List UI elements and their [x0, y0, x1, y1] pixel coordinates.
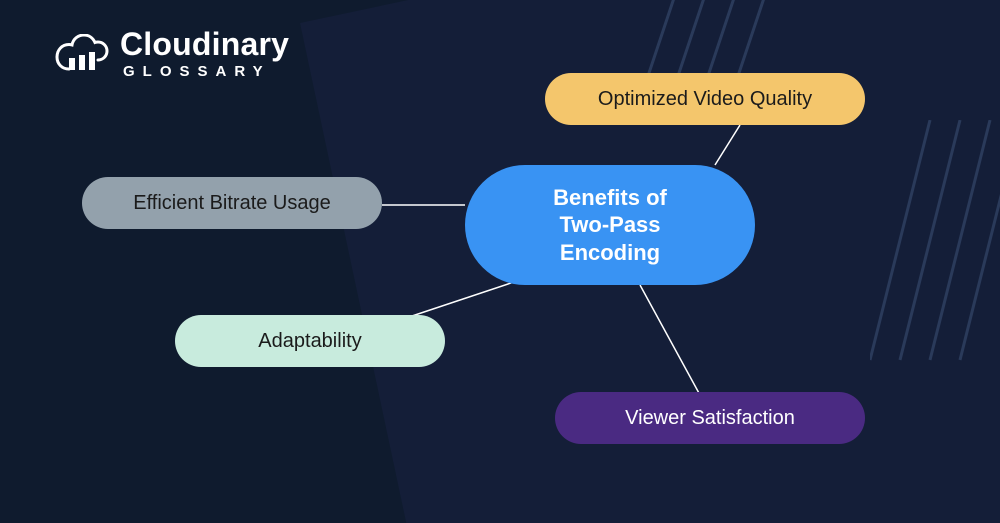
node-vsat: Viewer Satisfaction: [555, 392, 865, 444]
node-center: Benefits of Two-Pass Encoding: [465, 165, 755, 285]
logo-subtitle: GLOSSARY: [123, 64, 289, 79]
logo: Cloudinary GLOSSARY: [54, 28, 289, 79]
node-adapt: Adaptability: [175, 315, 445, 367]
cloud-icon: [54, 34, 110, 74]
node-ebu: Efficient Bitrate Usage: [82, 177, 382, 229]
node-ovq: Optimized Video Quality: [545, 73, 865, 125]
logo-name: Cloudinary: [120, 28, 289, 60]
